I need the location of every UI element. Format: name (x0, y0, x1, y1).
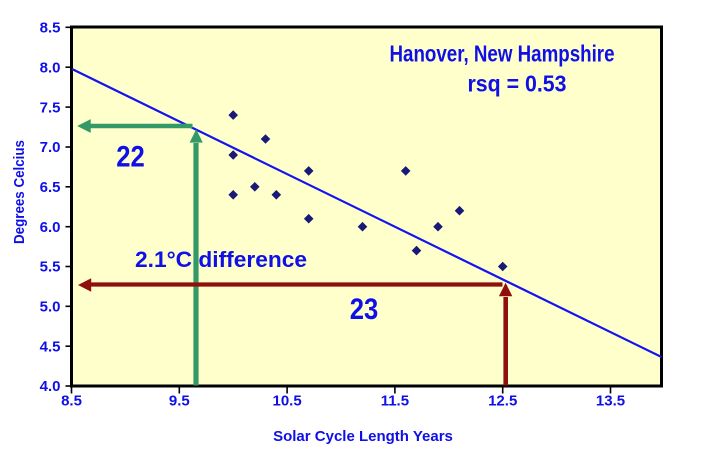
svg-text:22: 22 (116, 140, 145, 173)
svg-text:10.5: 10.5 (272, 393, 301, 410)
svg-text:6.0: 6.0 (40, 219, 61, 236)
svg-text:9.5: 9.5 (169, 393, 190, 410)
svg-text:8.5: 8.5 (40, 20, 61, 37)
svg-text:11.5: 11.5 (381, 393, 409, 410)
svg-text:5.5: 5.5 (40, 259, 61, 276)
svg-text:Hanover, New Hampshire: Hanover, New Hampshire (390, 41, 615, 67)
svg-text:23: 23 (350, 293, 379, 326)
svg-text:Solar Cycle Length Years: Solar Cycle Length Years (273, 428, 453, 445)
svg-text:2.1°C difference: 2.1°C difference (135, 247, 307, 272)
svg-text:13.5: 13.5 (596, 393, 625, 410)
svg-text:12.5: 12.5 (488, 393, 517, 410)
svg-text:6.5: 6.5 (40, 179, 61, 196)
svg-text:8.0: 8.0 (40, 59, 61, 76)
svg-text:4.5: 4.5 (40, 338, 61, 355)
svg-text:4.0: 4.0 (40, 378, 61, 395)
svg-text:7.5: 7.5 (40, 99, 61, 116)
svg-text:rsq = 0.53: rsq = 0.53 (468, 71, 567, 97)
svg-text:8.5: 8.5 (61, 393, 82, 410)
svg-text:7.0: 7.0 (40, 139, 61, 156)
svg-text:Degrees Celcius: Degrees Celcius (11, 140, 28, 244)
svg-text:5.0: 5.0 (40, 299, 61, 316)
